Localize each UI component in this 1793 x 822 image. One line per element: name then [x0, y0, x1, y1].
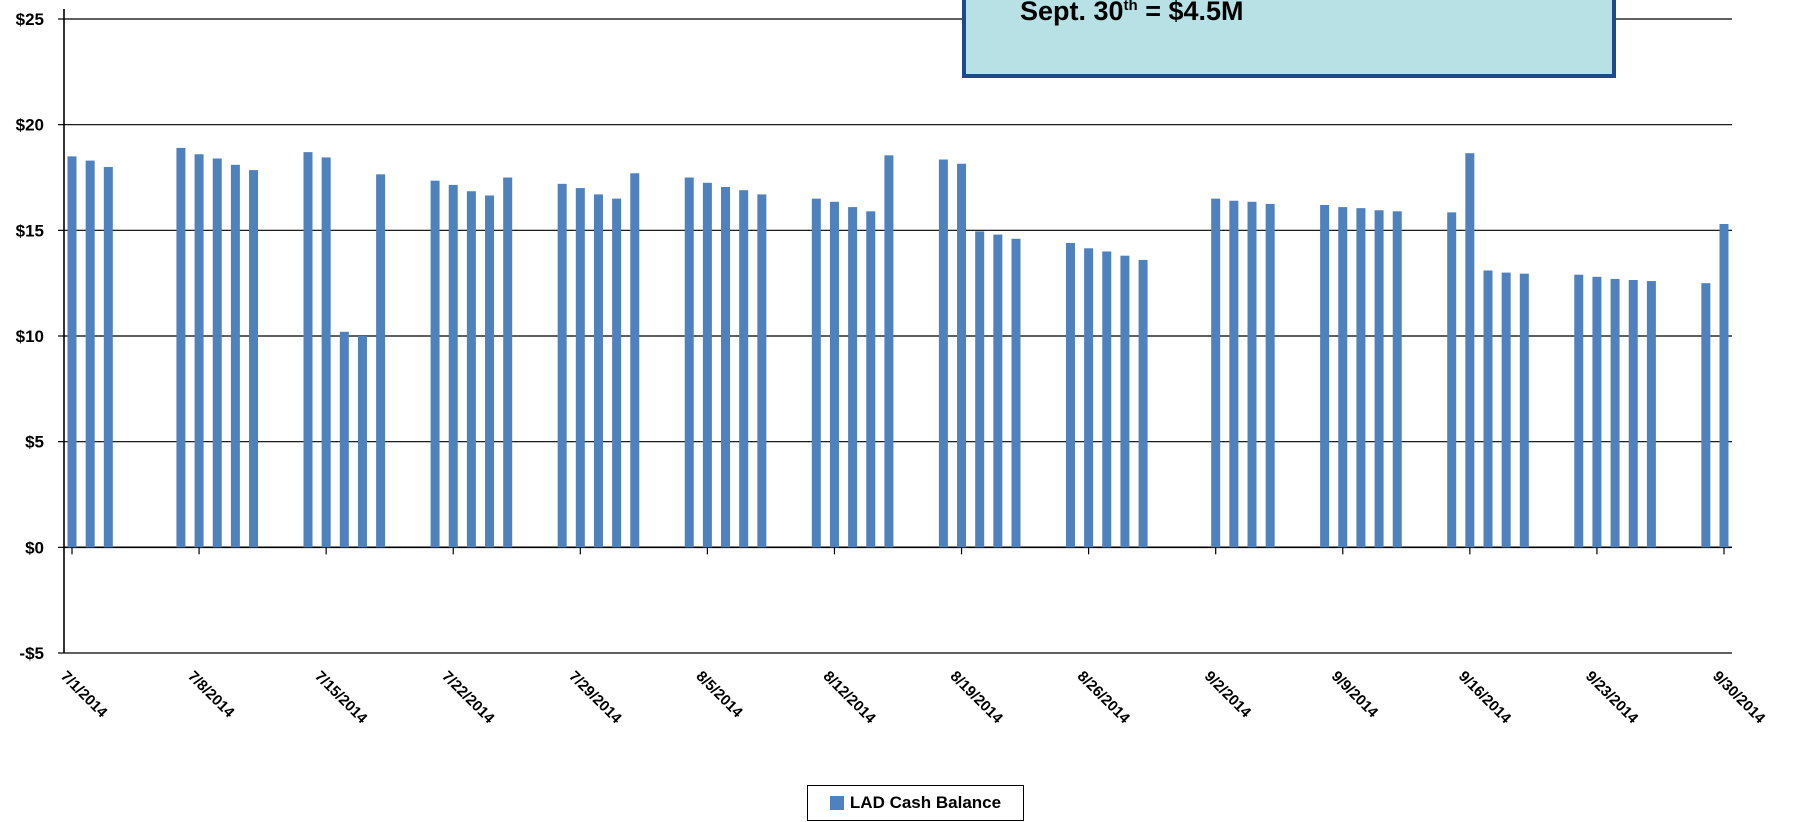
- bar: [1356, 208, 1366, 548]
- bar: [376, 174, 386, 548]
- annotation-superscript: th: [1123, 0, 1138, 14]
- x-tick-label: 7/15/2014: [311, 668, 371, 728]
- bar: [1610, 278, 1620, 548]
- x-tick-label: 9/23/2014: [1582, 668, 1642, 728]
- bar: [1065, 243, 1075, 548]
- y-tick-label: -$5: [19, 644, 44, 663]
- legend-swatch: [829, 796, 844, 810]
- bar: [103, 166, 113, 548]
- bar: [757, 194, 767, 548]
- bar: [993, 234, 1003, 548]
- bar: [848, 207, 858, 548]
- x-tick-label: 7/8/2014: [184, 668, 238, 722]
- bar: [1646, 281, 1656, 548]
- bar: [339, 331, 349, 548]
- x-tick-label: 9/2/2014: [1201, 668, 1255, 722]
- bar: [176, 147, 186, 548]
- bar: [67, 156, 77, 548]
- bar: [194, 154, 204, 548]
- bar: [448, 184, 458, 548]
- bar: [430, 180, 440, 548]
- bar: [612, 198, 622, 548]
- bar: [1084, 248, 1094, 548]
- bar: [739, 190, 749, 548]
- x-tick-labels: 7/1/2014 7/8/2014 7/15/2014 7/22/2014 7/29/2…: [57, 668, 1769, 728]
- axes: [63, 9, 1725, 653]
- bar: [1229, 200, 1239, 548]
- bar: [557, 183, 567, 548]
- bar: [503, 177, 513, 548]
- y-tick-label: $15: [16, 221, 44, 240]
- bar: [230, 164, 240, 548]
- bar: [884, 155, 894, 548]
- bar: [1265, 203, 1275, 548]
- bar: [1320, 204, 1330, 548]
- bar: [85, 160, 95, 548]
- y-tick-label: $10: [16, 327, 44, 346]
- bar: [1011, 238, 1021, 548]
- y-tick-label: $5: [25, 433, 44, 452]
- bar: [829, 201, 839, 548]
- x-tick-label: 7/1/2014: [57, 668, 111, 722]
- bar: [575, 188, 585, 548]
- bar: [485, 195, 495, 548]
- bar: [684, 177, 694, 548]
- x-tick-label: 7/22/2014: [438, 668, 498, 728]
- bar: [975, 231, 985, 548]
- x-tick-label: 8/12/2014: [820, 668, 880, 728]
- bar: [702, 182, 712, 548]
- bar: [630, 173, 640, 548]
- x-tick-label: 9/16/2014: [1455, 668, 1515, 728]
- bar: [1719, 223, 1729, 548]
- bar: [1465, 153, 1475, 548]
- x-tick-label: 8/26/2014: [1074, 668, 1134, 728]
- y-tick-label: $0: [25, 538, 44, 557]
- bar: [593, 194, 603, 548]
- legend-label: LAD Cash Balance: [849, 793, 1002, 812]
- legend: LAD Cash Balance: [807, 785, 1024, 821]
- bar: [1483, 270, 1493, 548]
- bar: [721, 187, 731, 548]
- bar: [866, 211, 876, 548]
- bar: [1447, 212, 1457, 548]
- bar: [1338, 207, 1348, 548]
- bar: [1592, 276, 1602, 548]
- bars: [67, 147, 1729, 548]
- bar: [1211, 198, 1221, 548]
- annotation-text: Sept. 30th = $4.5M: [1020, 0, 1244, 27]
- bar: [303, 152, 313, 548]
- x-tick-label: 9/9/2014: [1328, 668, 1382, 722]
- bar: [1628, 279, 1638, 548]
- bar: [1102, 251, 1112, 548]
- bar: [1574, 274, 1584, 548]
- bar: [466, 191, 476, 548]
- bar: [938, 159, 948, 548]
- bar: [1701, 283, 1711, 548]
- bar: [1501, 272, 1511, 548]
- bar: [1138, 259, 1148, 548]
- bar: [249, 170, 259, 548]
- x-tick-label: 7/29/2014: [565, 668, 625, 728]
- bar: [357, 336, 367, 548]
- y-tick-label: $25: [16, 10, 44, 29]
- annotation-callout: Sept. 30th = $4.5M: [962, 0, 1616, 78]
- bar: [321, 157, 331, 548]
- bar: [1519, 273, 1529, 548]
- x-tick-label: 8/19/2014: [947, 668, 1007, 728]
- bar: [957, 163, 967, 548]
- annotation-main: Sept. 30: [1020, 0, 1124, 26]
- x-tick-label: 9/30/2014: [1709, 668, 1769, 728]
- y-tick-labels: -$5 $0 $5 $10 $15 $20 $25: [16, 10, 44, 663]
- bar: [811, 198, 821, 548]
- bar: [1392, 211, 1402, 548]
- x-tick-label: 8/5/2014: [693, 668, 747, 722]
- y-tick-label: $20: [16, 116, 44, 135]
- bar: [212, 158, 222, 548]
- bar: [1374, 210, 1384, 548]
- bar: [1120, 255, 1130, 548]
- annotation-rest: = $4.5M: [1137, 0, 1244, 26]
- bar: [1247, 201, 1257, 548]
